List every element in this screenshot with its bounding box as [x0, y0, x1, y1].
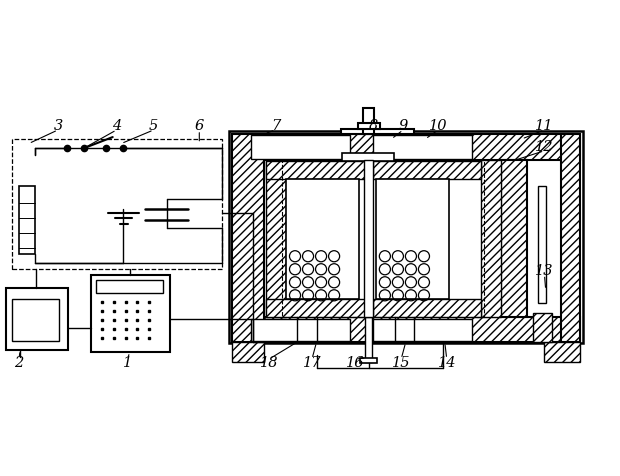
Bar [373, 319, 472, 341]
Bar [267, 161, 367, 179]
Bar [12, 298, 60, 341]
Bar [501, 160, 527, 317]
Bar [267, 160, 286, 317]
Bar [342, 153, 394, 161]
Bar [360, 358, 377, 363]
Text: 10: 10 [429, 119, 448, 133]
Bar [251, 135, 350, 159]
Text: 3: 3 [53, 119, 63, 133]
Bar [373, 161, 481, 179]
Bar [229, 130, 583, 344]
Bar [12, 139, 222, 269]
Bar [560, 134, 580, 342]
Text: 6: 6 [195, 119, 204, 133]
Bar [340, 129, 414, 134]
Bar [267, 299, 367, 317]
Bar [481, 160, 501, 317]
Bar [6, 288, 68, 350]
Text: 5: 5 [149, 119, 158, 133]
Bar [19, 186, 35, 254]
Bar [373, 135, 472, 159]
Bar [373, 299, 481, 317]
Text: 16: 16 [347, 356, 365, 370]
Bar [282, 160, 484, 317]
Bar [365, 317, 372, 362]
Text: 15: 15 [392, 356, 410, 370]
Bar [251, 319, 350, 341]
Bar [97, 280, 163, 293]
Bar [364, 160, 373, 317]
Text: 4: 4 [112, 119, 122, 133]
Text: 9: 9 [399, 119, 408, 133]
Bar [533, 313, 552, 342]
Text: 14: 14 [438, 356, 456, 370]
Bar [358, 123, 379, 129]
Bar [538, 186, 546, 303]
Text: 11: 11 [535, 119, 554, 133]
Text: 2: 2 [14, 356, 24, 370]
Bar [376, 179, 449, 299]
Text: 12: 12 [535, 140, 554, 154]
Text: 17: 17 [303, 356, 321, 370]
Bar [363, 108, 374, 134]
Bar [91, 275, 170, 352]
Text: 13: 13 [535, 264, 554, 278]
Bar [544, 342, 580, 362]
Bar [232, 317, 580, 342]
Text: 8: 8 [368, 119, 378, 133]
Text: 1: 1 [123, 356, 132, 370]
Bar [232, 134, 580, 160]
Text: 7: 7 [271, 119, 280, 133]
Bar [232, 134, 264, 342]
Bar [232, 342, 264, 362]
Text: 18: 18 [260, 356, 278, 370]
Bar [286, 179, 359, 299]
